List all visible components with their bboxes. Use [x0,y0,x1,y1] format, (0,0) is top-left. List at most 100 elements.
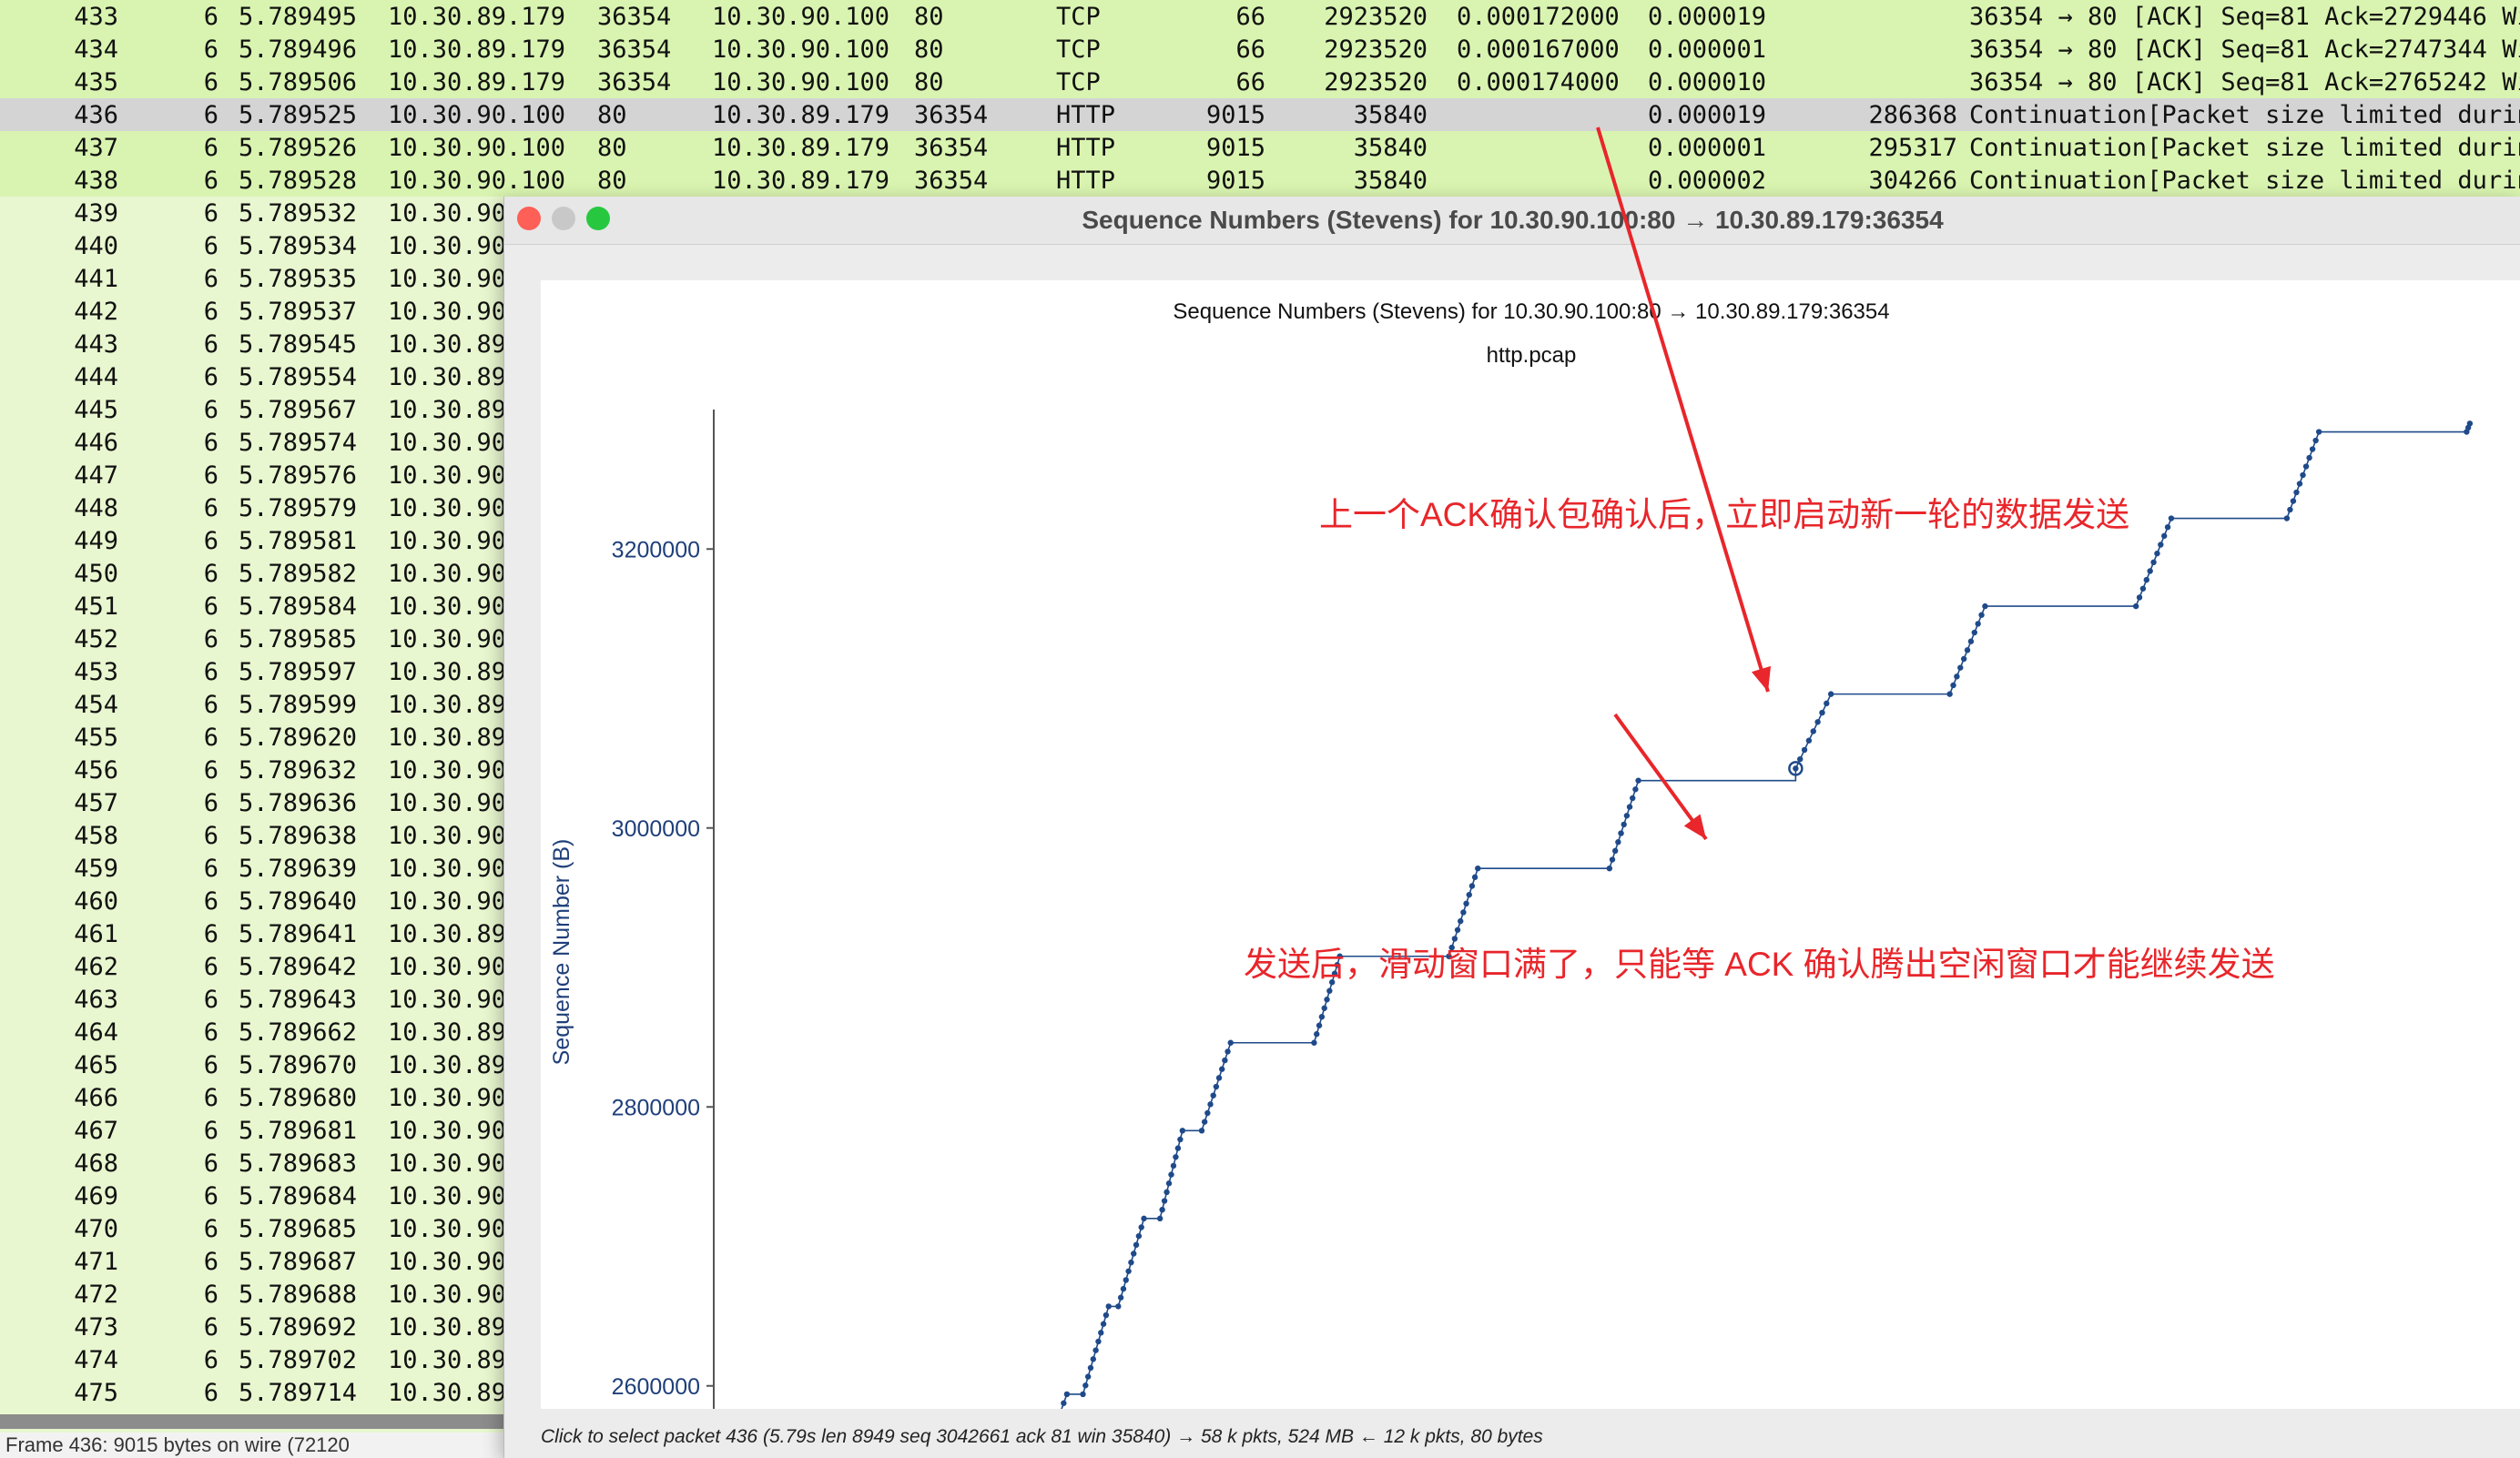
segment-point [1227,1039,1234,1046]
packet-row[interactable]: 472 6 5.789688 10.30.90 [0,1278,2520,1311]
packet-row[interactable]: 468 6 5.789683 10.30.90 [0,1147,2520,1180]
packet-detail-status: Frame 436: 9015 bytes on wire (72120 [0,1433,515,1458]
packet-cell-sport: 80 [597,167,627,195]
packet-row[interactable]: 457 6 5.789636 10.30.90 [0,786,2520,819]
packet-row[interactable]: 475 6 5.789714 10.30.89 [0,1376,2520,1409]
sequence-number-chart[interactable]: Sequence Numbers (Stevens) for 10.30.90.… [541,280,2520,1458]
packet-row[interactable]: 440 6 5.789534 10.30.90 [0,229,2520,262]
packet-cell-c2: 6 [203,855,218,883]
packet-cell-time: 5.789641 [239,920,358,948]
packet-cell-time: 5.789496 [239,35,358,64]
packet-cell-c2: 6 [203,1215,218,1243]
packet-row[interactable]: 470 6 5.789685 10.30.90 [0,1212,2520,1245]
packet-row[interactable]: 441 6 5.789535 10.30.90 [0,262,2520,295]
packet-row[interactable]: 452 6 5.789585 10.30.90 [0,623,2520,655]
close-window-button[interactable] [517,207,541,230]
segment-point [1115,1303,1122,1310]
packet-cell-src: 10.30.90 [388,232,507,260]
packet-row[interactable]: 473 6 5.789692 10.30.89 [0,1311,2520,1343]
packet-row[interactable]: 456 6 5.789632 10.30.90 [0,754,2520,786]
packet-row[interactable]: 447 6 5.789576 10.30.90 [0,459,2520,491]
packet-row[interactable]: 467 6 5.789681 10.30.90 [0,1114,2520,1147]
packet-cell-time: 5.789581 [239,527,358,555]
packet-row[interactable]: 450 6 5.789582 10.30.90 [0,557,2520,590]
packet-row[interactable]: 439 6 5.789532 10.30.90 [0,197,2520,229]
horizontal-scrollbar[interactable] [0,1414,510,1429]
segment-point [1222,1057,1228,1064]
packet-cell-d1 [1457,98,1621,131]
packet-cell-n1: 35840 [1353,134,1428,162]
packet-cell-time: 5.789684 [239,1182,358,1210]
packet-row[interactable]: 435 6 5.789506 10.30.89.179 36354 10.30.90.10… [0,66,2520,98]
packet-cell-no: 465 [74,1051,118,1079]
segment-point [2132,602,2139,610]
segment-point [2143,576,2149,583]
segment-point [1179,1128,1186,1134]
packet-row[interactable]: 461 6 5.789641 10.30.89 [0,917,2520,950]
y-axis-label: Sequence Number (B) [549,839,574,1066]
packet-row[interactable]: 444 6 5.789554 10.30.89 [0,360,2520,393]
packet-cell-n2: 304266 [1868,167,1957,195]
packet-row[interactable]: 463 6 5.789643 10.30.90 [0,983,2520,1016]
segment-point [1819,709,1825,716]
segment-point [2312,437,2319,444]
packet-row[interactable]: 438 6 5.789528 10.30.90.100 80 10.30.89.179 36… [0,164,2520,197]
segment-point [1621,821,1627,828]
packet-cell-time: 5.789506 [239,68,358,96]
packet-cell-time: 5.789662 [239,1018,358,1047]
packet-cell-src: 10.30.90 [388,756,507,785]
packet-cell-no: 471 [74,1248,118,1276]
packet-cell-time: 5.789535 [239,265,358,293]
packet-cell-src: 10.30.90 [388,789,507,817]
packet-row[interactable]: 451 6 5.789584 10.30.90 [0,590,2520,623]
packet-row[interactable]: 442 6 5.789537 10.30.90 [0,295,2520,328]
packet-row[interactable]: 474 6 5.789702 10.30.89 [0,1343,2520,1376]
packet-cell-d1: 0.000174000 [1457,68,1620,96]
packet-row[interactable]: 460 6 5.789640 10.30.90 [0,885,2520,917]
packet-row[interactable]: 434 6 5.789496 10.30.89.179 36354 10.30.90.10… [0,33,2520,66]
packet-row[interactable]: 464 6 5.789662 10.30.89 [0,1016,2520,1048]
packet-row[interactable]: 443 6 5.789545 10.30.89 [0,328,2520,360]
packet-row[interactable]: 455 6 5.789620 10.30.89 [0,721,2520,754]
packet-cell-src: 10.30.90 [388,1281,507,1309]
packet-row[interactable]: 453 6 5.789597 10.30.89 [0,655,2520,688]
packet-cell-no: 459 [74,855,118,883]
packet-row[interactable]: 458 6 5.789638 10.30.90 [0,819,2520,852]
window-titlebar[interactable]: Sequence Numbers (Stevens) for 10.30.90.… [504,197,2520,245]
zoom-window-button[interactable] [586,207,610,230]
packet-row[interactable]: 459 6 5.789639 10.30.90 [0,852,2520,885]
segment-point [1105,1303,1112,1310]
packet-row[interactable]: 448 6 5.789579 10.30.90 [0,491,2520,524]
packet-cell-d1: 0.000167000 [1457,35,1620,64]
packet-row[interactable]: 449 6 5.789581 10.30.90 [0,524,2520,557]
packet-row[interactable]: 469 6 5.789684 10.30.90 [0,1180,2520,1212]
segment-point [1061,1400,1067,1406]
packet-cell-c2: 6 [203,1149,218,1178]
packet-row[interactable]: 465 6 5.789670 10.30.89 [0,1048,2520,1081]
packet-cell-time: 5.789638 [239,822,358,850]
packet-row[interactable]: 436 6 5.789525 10.30.90.100 80 10.30.89.179 36… [0,98,2520,131]
plot-area[interactable]: Sequence Numbers (Stevens) for 10.30.90.… [541,280,2520,1458]
packet-cell-n2: 295317 [1868,134,1957,162]
packet-row[interactable]: 437 6 5.789526 10.30.90.100 80 10.30.89.179 36… [0,131,2520,164]
packet-row[interactable]: 466 6 5.789680 10.30.90 [0,1081,2520,1114]
segment-point [1125,1268,1132,1274]
packet-row[interactable]: 446 6 5.789574 10.30.90 [0,426,2520,459]
minimize-window-button[interactable] [552,207,575,230]
packet-row[interactable]: 433 6 5.789495 10.30.89.179 36354 10.30.90.10… [0,0,2520,33]
packet-row[interactable]: 445 6 5.789567 10.30.89 [0,393,2520,426]
packet-row[interactable]: 471 6 5.789687 10.30.90 [0,1245,2520,1278]
packet-cell-info: Continuation[Packet size limited during [1969,134,2520,162]
packet-cell-no: 447 [74,461,118,490]
packet-cell-time: 5.789687 [239,1248,358,1276]
packet-cell-no: 455 [74,724,118,752]
packet-row[interactable]: 454 6 5.789599 10.30.89 [0,688,2520,721]
packet-list[interactable]: 433 6 5.789495 10.30.89.179 36354 10.30.90.10… [0,0,2520,1420]
packet-cell-src: 10.30.89.179 [388,3,566,31]
segment-point [1448,944,1455,951]
packet-cell-c2: 6 [203,1051,218,1079]
packet-cell-proto: HTTP [1056,134,1116,162]
packet-cell-c2: 6 [203,789,218,817]
packet-row[interactable]: 462 6 5.789642 10.30.90 [0,950,2520,983]
packet-cell-time: 5.789597 [239,658,358,686]
